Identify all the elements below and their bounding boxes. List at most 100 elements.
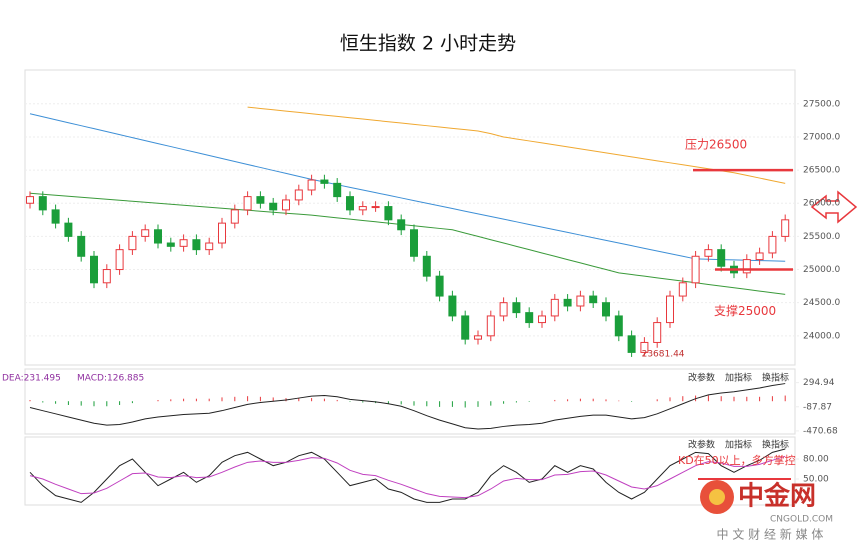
- logo-icon-inner: [709, 489, 725, 505]
- candle-body: [653, 322, 662, 343]
- candle-body: [243, 196, 252, 211]
- y-tick-label: 26000.0: [803, 199, 840, 209]
- candle-body: [102, 269, 111, 284]
- candle-body: [384, 206, 393, 221]
- level-label: 支撑25000: [714, 303, 776, 318]
- candle-body: [128, 235, 137, 251]
- candle-body: [218, 222, 226, 244]
- chart-title: 恒生指数 2 小时走势: [340, 33, 516, 55]
- level-label: 压力26500: [685, 138, 747, 152]
- candle-body: [755, 252, 764, 261]
- candle-body: [717, 249, 726, 267]
- button: 改参数: [688, 372, 715, 384]
- button: 加指标: [725, 372, 752, 384]
- kd-line: [29, 455, 786, 499]
- y-tick-label: 294.94: [803, 378, 835, 388]
- candle-body: [448, 295, 457, 317]
- y-tick-label: 27000.0: [803, 132, 840, 142]
- candle-body: [26, 196, 34, 204]
- candle-body: [512, 302, 521, 314]
- macd-line: [29, 383, 786, 430]
- y-tick-label: 80.00: [803, 455, 829, 465]
- macd-panel: [24, 368, 796, 435]
- kd-line: [29, 448, 786, 503]
- candle-body: [282, 199, 290, 211]
- candle-body: [499, 302, 508, 317]
- candle-body: [77, 235, 86, 257]
- candle-body: [230, 209, 239, 224]
- candle-body: [256, 196, 265, 204]
- candle-body: [742, 259, 751, 274]
- ma-line: [29, 113, 786, 262]
- y-tick-label: 26500.0: [803, 166, 840, 176]
- button: 换指标: [762, 439, 789, 451]
- candle-body: [602, 302, 610, 317]
- candle-body: [38, 196, 47, 211]
- candle-body: [320, 179, 329, 184]
- main-panel: [24, 69, 796, 366]
- candle-body: [307, 179, 316, 191]
- y-tick-label: -470.68: [803, 426, 838, 436]
- candle-body: [640, 341, 649, 353]
- kd-panel: [24, 436, 796, 506]
- candle-body: [666, 295, 674, 324]
- candle-body: [435, 275, 444, 297]
- candle-body: [486, 315, 495, 337]
- candle-body: [269, 202, 278, 211]
- low-label: 23681.44: [642, 349, 685, 359]
- y-tick-label: 25500.0: [803, 232, 840, 242]
- candle-body: [294, 189, 303, 201]
- candle-body: [768, 235, 777, 254]
- candle-body: [678, 282, 687, 297]
- candle-body: [550, 298, 559, 317]
- candle-body: [141, 229, 150, 237]
- candle-body: [627, 335, 636, 353]
- candle-body: [461, 315, 470, 340]
- candle-body: [410, 229, 418, 257]
- candle-body: [90, 255, 98, 284]
- candle-body: [538, 315, 546, 324]
- y-tick-label: 27500.0: [803, 99, 840, 109]
- candle-body: [371, 206, 380, 209]
- kd-label: KD在50以上，多方掌控: [678, 453, 796, 467]
- y-tick-label: 24000.0: [803, 331, 840, 341]
- ma-line: [247, 106, 786, 184]
- candle-body: [154, 229, 162, 244]
- candle-body: [179, 239, 188, 247]
- indicator-label: MACD:126.885: [77, 374, 144, 384]
- candle-body: [346, 196, 354, 211]
- candle-body: [358, 206, 367, 211]
- candle-body: [64, 222, 73, 237]
- candle-body: [474, 335, 482, 340]
- candle-body: [704, 249, 713, 257]
- logo-name: 中金网: [738, 481, 816, 512]
- logo-domain: CNGOLD.COM: [770, 515, 833, 525]
- candle-body: [614, 315, 623, 337]
- candle-body: [422, 255, 431, 277]
- candle-body: [333, 182, 342, 198]
- button: 加指标: [725, 439, 752, 451]
- candle-body: [115, 249, 124, 271]
- candle-body: [166, 242, 175, 247]
- candle-body: [205, 242, 214, 251]
- button: 改参数: [688, 439, 715, 451]
- candle-body: [781, 219, 790, 237]
- indicator-label: DEA:231.495: [2, 374, 61, 384]
- candle-body: [691, 255, 700, 284]
- arrow-icon: [810, 190, 857, 224]
- candle-body: [51, 209, 60, 224]
- candle-body: [576, 295, 585, 307]
- y-tick-label: 24500.0: [803, 298, 840, 308]
- candle-body: [563, 298, 572, 307]
- candle-body: [192, 239, 201, 251]
- logo-slogan: 中 文 财 经 新 媒 体: [717, 527, 824, 542]
- candle-body: [525, 312, 534, 324]
- frames: [24, 69, 796, 506]
- y-tick-label: 25000.0: [803, 265, 840, 275]
- candle-body: [397, 219, 406, 231]
- candle-body: [589, 295, 598, 304]
- button: 换指标: [762, 372, 789, 384]
- y-tick-label: -87.87: [803, 402, 832, 412]
